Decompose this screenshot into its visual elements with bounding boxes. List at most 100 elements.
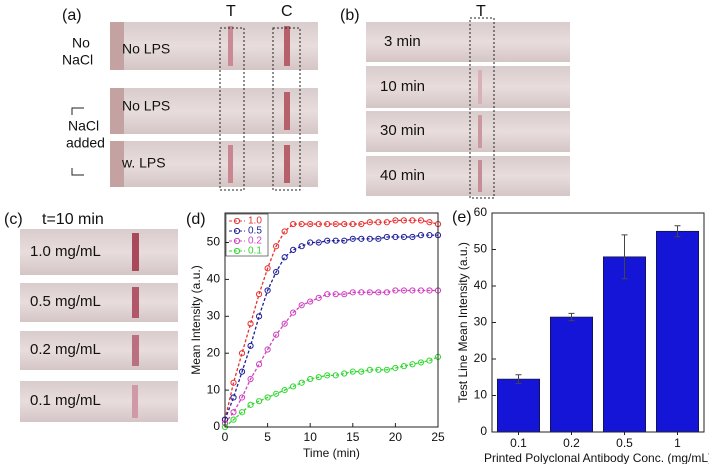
point [349,235,356,242]
t-box [469,17,495,199]
error-bar [621,234,628,280]
point [255,361,263,368]
y-tick-label: 40 [474,278,488,292]
y-tick-label: 60 [474,205,488,219]
point [332,220,339,228]
test-line [478,160,482,192]
point [400,233,408,241]
y-tick-label: 10 [474,388,488,402]
point [341,237,348,244]
test-line [132,335,139,366]
test-line [478,70,482,104]
y-tick-label: 0 [213,419,220,433]
pad [110,141,124,187]
legend-label: 0.1 [248,246,262,257]
point [315,239,322,246]
point [409,361,416,368]
strip [20,331,178,370]
point [255,398,263,405]
legend-marker [233,227,241,235]
test-line [228,145,233,183]
strip [20,229,178,275]
point [230,379,237,386]
series-line [224,234,438,420]
series-line [224,356,439,428]
x-tick-label: 0.5 [616,436,633,450]
point [324,372,331,379]
point [349,220,356,228]
bar [655,230,699,433]
point [392,364,399,372]
strip-label: 3 min [384,33,421,50]
error-bar [515,374,522,384]
test-line [132,385,138,418]
point [366,289,373,296]
point [383,233,390,241]
point [307,239,314,246]
point [264,265,271,272]
point [247,401,254,408]
strip-label: No LPS [122,98,170,114]
point [392,287,399,294]
c-label: C [281,3,293,20]
point [273,390,280,397]
strip [366,111,570,152]
bracket [71,107,84,176]
strip-label: No LPS [122,41,170,57]
x-tick-label: 0.1 [510,436,527,450]
test-line [132,233,139,271]
legend-marker [233,217,241,225]
point [238,368,246,375]
y-tick-label: 50 [474,242,488,256]
point [298,302,305,309]
point [247,375,254,383]
point [230,409,237,416]
strip [366,156,570,196]
test-line [228,26,233,66]
point [273,331,280,338]
point [264,287,271,294]
point [298,379,305,386]
point [358,220,365,228]
x-tick-label: 1 [674,436,681,450]
point [426,219,433,226]
panel-label: (d) [186,211,206,228]
legend-label: 1.0 [248,216,262,227]
panel-label: (c) [4,211,23,228]
legend-label: 0.5 [248,226,262,237]
y-axis-label: Mean Intensity (a.u.) [189,265,203,374]
pad [110,22,124,70]
strip [20,381,178,422]
t-box [219,27,245,191]
point [358,368,365,375]
point [307,375,314,383]
x-tick-label: 5 [264,430,271,444]
strip [366,66,570,108]
point [332,237,339,244]
point [417,287,425,294]
point [281,228,288,235]
y-tick-label: 20 [474,351,488,365]
point [255,313,263,320]
strip-label: 0.5 mg/mL [30,293,101,310]
strip-label: 0.2 mg/mL [30,341,101,358]
point [417,232,425,239]
error-bar [674,225,681,238]
point [290,220,297,228]
control-line [284,26,290,66]
t-label: T [476,3,486,20]
group-label: added [66,135,105,151]
strip-label: w. LPS [121,155,166,171]
point [392,233,399,241]
axes-frame [491,212,705,433]
control-line [284,145,290,183]
point [247,342,254,349]
point [375,235,382,242]
y-tick-label: 30 [207,308,221,322]
point [238,394,246,401]
point [409,287,416,294]
point [324,220,331,228]
group-label: No [72,35,90,51]
legend-marker [233,247,241,255]
